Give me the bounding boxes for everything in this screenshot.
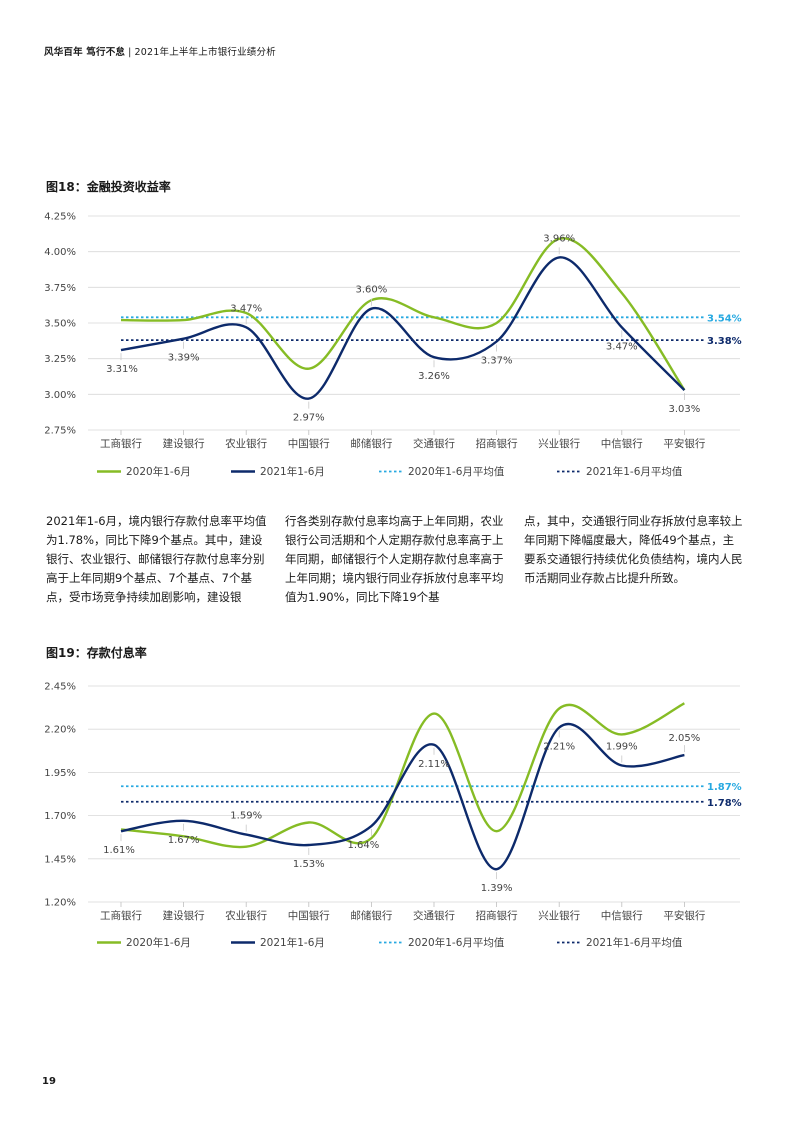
deposit-interest-rate-chart: 1.20% 1.45% 1.70% 1.95% 2.20% 2.45% 工商银行 建设银行 农业…	[44, 682, 742, 950]
y-tick-label: 1.45%	[44, 854, 76, 865]
legend-2020-label: 2020年1-6月	[126, 465, 191, 478]
body-text: 2021年1-6月，境内银行存款付息率平均值为1.78%，同比下降9个基点。其中…	[46, 512, 746, 607]
data-label: 3.31%	[106, 364, 138, 375]
series-line-2020	[120, 237, 686, 391]
x-category-label: 建设银行	[163, 909, 205, 922]
series-line-2020	[120, 702, 685, 849]
body-text-col3: 点，其中，交通银行同业存拆放付息率较上年同期下降幅度最大，降低49个基点，主要系…	[524, 514, 743, 585]
y-tick-label: 4.00%	[44, 247, 76, 258]
data-label: 2.21%	[543, 741, 575, 752]
figure-18-title: 图18：金融投资收益率	[46, 180, 171, 194]
data-label: 1.39%	[481, 883, 513, 894]
data-label: 1.59%	[230, 811, 262, 822]
series-line-2021	[120, 256, 686, 400]
average-label: 3.54%	[707, 313, 742, 324]
y-tick-label: 1.20%	[44, 898, 76, 909]
data-label: 3.26%	[418, 371, 450, 382]
x-category-label: 平安银行	[663, 909, 705, 922]
body-text-col2: 行各类别存款付息率均高于上年同期，农业银行公司活期和个人定期存款付息率高于上年同…	[285, 514, 504, 604]
x-category-label: 工商银行	[100, 437, 142, 450]
data-label: 3.47%	[606, 341, 638, 352]
y-tick-label: 2.20%	[44, 725, 76, 736]
financial-investment-yield-chart: 2.75% 3.00% 3.25% 3.50% 3.75% 4.00% 4.25% 工商银行 建…	[44, 212, 742, 479]
y-tick-label: 1.70%	[44, 811, 76, 822]
y-tick-label: 3.25%	[44, 354, 76, 365]
y-tick-label: 4.25%	[44, 212, 76, 223]
page-header: 风华百年 笃行不怠 | 2021年上半年上市银行业绩分析	[44, 44, 276, 58]
x-category-label: 中信银行	[601, 909, 643, 922]
y-tick-label: 3.75%	[44, 283, 76, 294]
x-category-label: 邮储银行	[350, 437, 392, 450]
data-label: 1.67%	[168, 835, 200, 846]
data-label: 3.47%	[230, 303, 262, 314]
x-category-label: 兴业银行	[538, 909, 580, 922]
average-label: 1.87%	[707, 782, 742, 793]
data-label: 3.39%	[168, 353, 200, 364]
x-category-label: 邮储银行	[350, 909, 392, 922]
data-label: 2.97%	[293, 413, 325, 424]
legend-2021-label: 2021年1-6月	[260, 936, 325, 949]
header-subtitle: 2021年上半年上市银行业绩分析	[134, 47, 276, 58]
data-label: 3.03%	[669, 404, 701, 415]
legend-2021-label: 2021年1-6月	[260, 465, 325, 478]
data-label: 2.05%	[669, 733, 701, 744]
x-category-label: 平安银行	[663, 437, 705, 450]
data-label: 3.96%	[543, 233, 575, 244]
average-label: 3.38%	[707, 336, 742, 347]
data-label: 1.64%	[348, 840, 380, 851]
x-category-label: 农业银行	[225, 437, 267, 450]
x-category-label: 招商银行	[476, 437, 518, 450]
x-category-label: 中国银行	[288, 909, 330, 922]
x-category-label: 中信银行	[601, 437, 643, 450]
legend-2020-average-label: 2020年1-6月平均值	[408, 936, 505, 949]
y-tick-label: 1.95%	[44, 768, 76, 779]
figure-19-title: 图19：存款付息率	[46, 646, 147, 660]
data-label: 2.11%	[418, 759, 450, 770]
header-separator: |	[128, 47, 132, 58]
x-category-label: 交通银行	[413, 909, 455, 922]
header-brand: 风华百年 笃行不怠	[44, 47, 126, 58]
data-label: 1.61%	[103, 845, 135, 856]
y-tick-label: 2.75%	[44, 426, 76, 437]
x-category-label: 交通银行	[413, 437, 455, 450]
x-category-label: 农业银行	[225, 909, 267, 922]
legend-2020-label: 2020年1-6月	[126, 936, 191, 949]
series-line-2021	[120, 722, 685, 871]
y-tick-label: 3.50%	[44, 319, 76, 330]
x-category-label: 中国银行	[288, 437, 330, 450]
data-label: 1.99%	[606, 741, 638, 752]
body-text-col1: 2021年1-6月，境内银行存款付息率平均值为1.78%，同比下降9个基点。其中…	[46, 514, 267, 604]
x-category-label: 兴业银行	[538, 437, 580, 450]
x-category-label: 工商银行	[100, 909, 142, 922]
data-label: 3.60%	[356, 285, 388, 296]
legend-2021-average-label: 2021年1-6月平均值	[586, 465, 683, 478]
y-tick-label: 2.45%	[44, 682, 76, 693]
y-tick-label: 3.00%	[44, 390, 76, 401]
data-label: 3.37%	[481, 356, 513, 367]
legend-2021-average-label: 2021年1-6月平均值	[586, 936, 683, 949]
data-label: 1.53%	[293, 859, 325, 870]
x-category-label: 招商银行	[476, 909, 518, 922]
x-category-label: 建设银行	[163, 437, 205, 450]
average-label: 1.78%	[707, 798, 742, 809]
legend-2020-average-label: 2020年1-6月平均值	[408, 465, 505, 478]
page-number: 19	[42, 1076, 56, 1087]
